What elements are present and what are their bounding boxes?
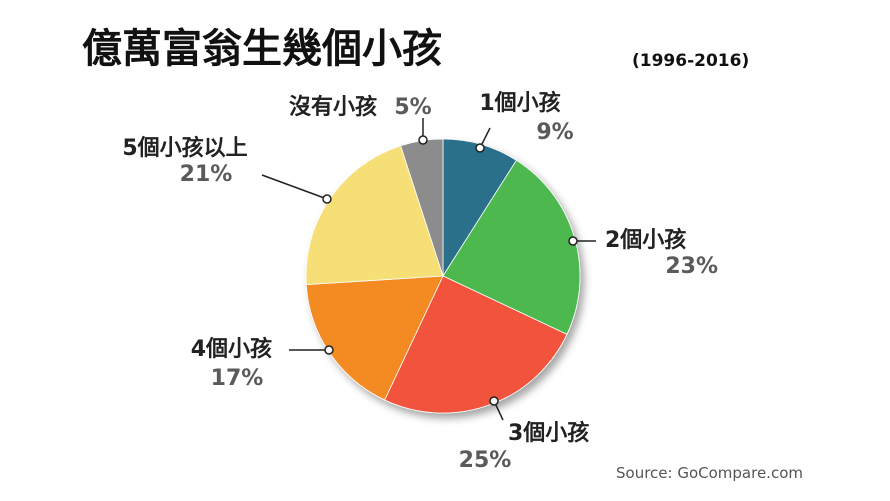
slice-category-label: 4個小孩 (191, 336, 272, 362)
chart-title: 億萬富翁生幾個小孩 (82, 26, 442, 72)
slice-value-label: 9% (536, 120, 573, 145)
slice-category-label: 1個小孩 (479, 90, 560, 116)
pie-slice (384, 275, 568, 414)
leader-dot (489, 396, 499, 406)
leader-lines (261, 118, 596, 421)
slice-value-label: 17% (211, 366, 264, 391)
slice-value-label: 25% (459, 448, 512, 473)
source-note: Source: GoCompare.com (616, 464, 803, 482)
slice-category-label: 2個小孩 (605, 227, 686, 253)
leader-line (261, 174, 328, 200)
slice-category-label: 3個小孩 (508, 420, 589, 446)
leader-dot (322, 194, 332, 204)
leader-dot (418, 135, 428, 145)
slice-value-label: 23% (665, 254, 718, 279)
slice-category-label: 5個小孩以上 (122, 135, 247, 161)
slice-value-label: 5% (394, 95, 431, 120)
leader-dot (475, 143, 485, 153)
leader-dot (568, 236, 578, 246)
chart-subtitle: (1996-2016) (632, 51, 749, 71)
slice-category-label: 沒有小孩 (289, 94, 377, 120)
slice-value-label: 21% (180, 162, 233, 187)
leader-dot (324, 345, 334, 355)
pie-slices (305, 138, 581, 414)
